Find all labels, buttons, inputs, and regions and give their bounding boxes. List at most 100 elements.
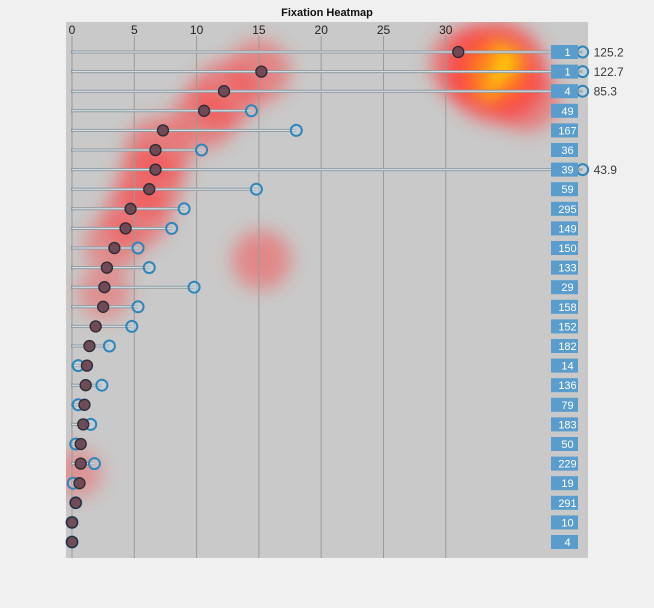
start-marker xyxy=(143,183,156,196)
count-badge-bg xyxy=(551,456,578,471)
start-marker xyxy=(74,437,87,451)
count-badge: 182 xyxy=(551,339,578,353)
count-value: 4 xyxy=(564,537,570,549)
count-badge: 167 xyxy=(551,123,578,138)
fixation-row xyxy=(71,241,145,255)
count-badge-bg xyxy=(551,201,578,216)
start-marker xyxy=(97,300,110,313)
fixation-row xyxy=(69,496,83,510)
heat-spot xyxy=(231,230,291,290)
count-badge: 152 xyxy=(551,319,578,334)
count-value: 39 xyxy=(561,165,573,177)
start-marker xyxy=(197,104,211,117)
end-marker xyxy=(177,202,191,216)
count-value: 59 xyxy=(561,184,573,196)
end-marker xyxy=(125,319,139,333)
fixation-row xyxy=(71,398,91,412)
count-value: 1 xyxy=(564,67,570,79)
count-badge: 136 xyxy=(551,378,578,393)
count-badge-bg xyxy=(551,45,578,59)
fixation-row xyxy=(71,417,98,431)
fixation-row xyxy=(71,123,303,137)
count-value: 1 xyxy=(564,47,570,59)
count-badge: 4 xyxy=(551,535,578,549)
start-marker xyxy=(77,418,90,431)
end-marker xyxy=(102,339,116,353)
start-marker xyxy=(65,516,79,529)
x-tick-label: 5 xyxy=(131,23,138,37)
fixation-row xyxy=(71,143,209,157)
fixation-row: 125.2 xyxy=(71,45,624,60)
count-value: 291 xyxy=(558,498,576,510)
count-badge: 158 xyxy=(551,299,578,314)
count-badge-bg xyxy=(551,358,578,373)
count-value: 152 xyxy=(558,321,576,333)
start-marker xyxy=(124,202,137,215)
start-marker xyxy=(108,241,121,255)
end-marker xyxy=(249,182,263,196)
count-badge-bg xyxy=(551,378,578,393)
start-marker xyxy=(79,379,92,392)
start-marker xyxy=(98,281,111,294)
end-marker xyxy=(244,104,258,118)
fixation-row xyxy=(71,280,201,294)
count-badge: 14 xyxy=(551,358,578,373)
count-value: 229 xyxy=(558,459,576,471)
count-value: 182 xyxy=(558,341,576,353)
end-marker xyxy=(576,84,590,98)
start-marker xyxy=(119,222,132,235)
count-badge: 150 xyxy=(551,241,578,255)
count-value: 29 xyxy=(561,282,573,294)
count-value: 133 xyxy=(558,263,576,275)
count-badge: 39 xyxy=(551,162,578,177)
count-badge-bg xyxy=(551,84,578,99)
fixation-row xyxy=(71,457,101,471)
count-badge: 49 xyxy=(551,103,578,118)
start-marker xyxy=(89,320,102,333)
count-value: 10 xyxy=(561,517,573,529)
count-badge: 36 xyxy=(551,143,578,157)
count-badge-bg xyxy=(551,437,578,451)
end-marker xyxy=(576,65,590,79)
count-value: 14 xyxy=(561,361,573,373)
count-badge-bg xyxy=(551,103,578,118)
end-marker xyxy=(195,143,209,157)
count-badge-bg xyxy=(551,182,578,197)
end-marker xyxy=(142,261,156,275)
fixation-row xyxy=(71,261,156,275)
count-badge-bg xyxy=(551,515,578,530)
start-marker xyxy=(69,496,82,509)
start-marker xyxy=(452,45,465,59)
x-tick-label: 20 xyxy=(315,23,329,37)
start-marker xyxy=(149,143,162,157)
count-badge-bg xyxy=(551,64,578,79)
fixation-row xyxy=(65,535,79,549)
count-value: 295 xyxy=(558,204,576,216)
start-marker xyxy=(74,457,87,470)
count-badge: 295 xyxy=(551,201,578,216)
count-badge-bg xyxy=(551,495,578,510)
count-badge: 291 xyxy=(551,495,578,510)
count-badge: 183 xyxy=(551,417,578,432)
count-badge-bg xyxy=(551,535,578,549)
x-tick-label: 0 xyxy=(69,23,76,37)
end-marker xyxy=(187,280,201,294)
start-marker xyxy=(73,477,86,490)
fixation-row xyxy=(66,476,86,490)
x-tick-labels: 0 5 10 15 20 25 30 xyxy=(69,23,453,37)
count-value: 49 xyxy=(561,106,573,118)
fixation-row xyxy=(71,182,263,196)
fixation-row xyxy=(71,378,109,392)
x-tick-label: 25 xyxy=(377,23,391,37)
fixation-row xyxy=(69,437,87,451)
count-badge: 229 xyxy=(551,456,578,471)
duration-value-label: 122.7 xyxy=(594,65,624,79)
count-column: 1144916736395929514915013329158152182141… xyxy=(551,45,578,549)
start-marker xyxy=(78,398,91,411)
fixation-row xyxy=(71,221,179,235)
count-badge-bg xyxy=(551,339,578,353)
count-badge-bg xyxy=(551,280,578,295)
start-marker xyxy=(100,261,114,274)
count-badge-bg xyxy=(551,319,578,334)
